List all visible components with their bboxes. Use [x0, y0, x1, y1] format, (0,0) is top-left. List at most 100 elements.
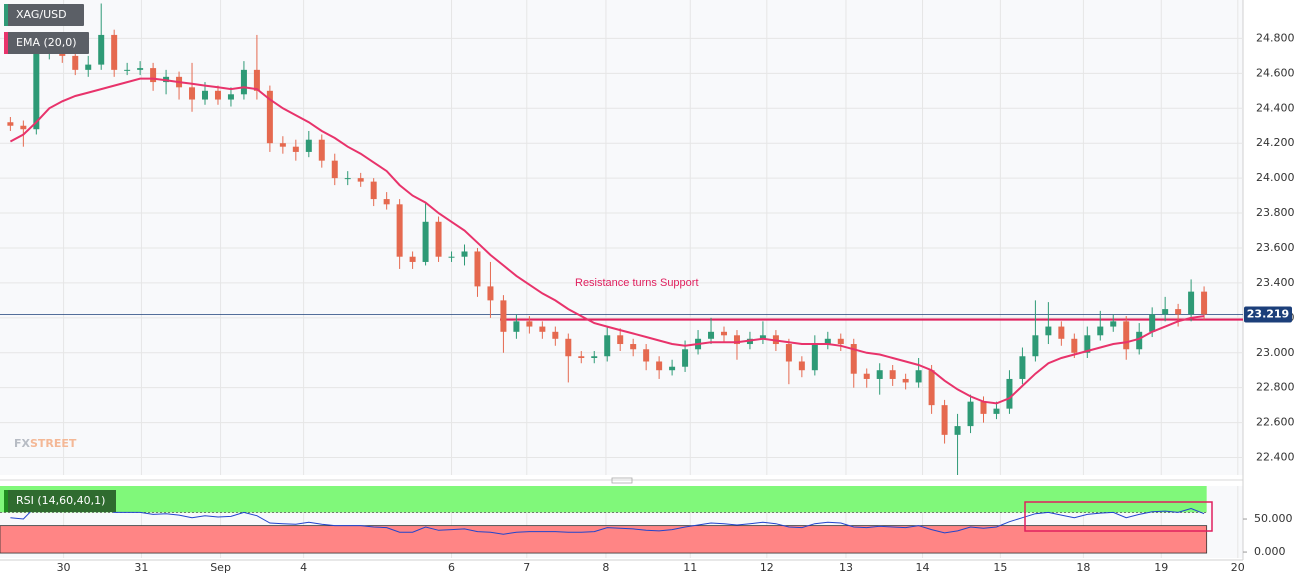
y-tick-label: 22.400 — [1256, 451, 1295, 464]
pane-handle — [611, 477, 633, 484]
candle-body — [1162, 309, 1169, 315]
x-tick-label: 6 — [448, 561, 455, 574]
candle-body — [435, 221, 442, 257]
candle-body — [1149, 314, 1156, 332]
candle-body — [474, 251, 481, 287]
candle-body — [72, 55, 79, 70]
candle-body — [863, 373, 870, 379]
x-tick-label: 14 — [916, 561, 930, 574]
candle-body — [396, 204, 403, 257]
candle-body — [591, 356, 598, 358]
candle-body — [889, 370, 896, 379]
candle-body — [811, 344, 818, 371]
candle-body — [344, 178, 351, 180]
candle-body — [759, 335, 766, 339]
legend-box — [4, 32, 89, 54]
x-tick-label: 4 — [300, 561, 307, 574]
candle-body — [1097, 326, 1104, 336]
candle-body — [448, 256, 455, 258]
candle-body — [1175, 309, 1182, 315]
candle-body — [202, 90, 209, 100]
candle-body — [733, 335, 740, 345]
x-tick-label: 8 — [602, 561, 609, 574]
x-tick-label: 13 — [839, 561, 853, 574]
price-tag — [1244, 306, 1292, 323]
candle-body — [422, 221, 429, 262]
candle-body — [487, 286, 494, 301]
x-tick-label: 11 — [683, 561, 697, 574]
candle-body — [798, 361, 805, 371]
candle-body — [993, 408, 1000, 414]
candle-body — [980, 401, 987, 414]
candle-body — [1084, 335, 1091, 353]
candle-body — [656, 361, 663, 371]
candle-body — [630, 344, 637, 350]
candle-body — [539, 326, 546, 332]
candle-body — [604, 335, 611, 357]
candle-body — [279, 143, 286, 147]
y-tick-label: 24.200 — [1256, 136, 1295, 149]
candle-body — [357, 178, 364, 182]
candle-body — [565, 338, 572, 357]
candle-body — [292, 146, 299, 152]
y-tick-label: 24.600 — [1256, 66, 1295, 79]
legend-swatch — [4, 490, 8, 512]
candle-body — [85, 64, 92, 70]
candle-body — [876, 370, 883, 379]
candle-body — [513, 321, 520, 332]
candle-body — [1071, 338, 1078, 353]
candle-body — [111, 34, 118, 70]
upper-zone — [0, 486, 1207, 513]
candle-body — [578, 356, 585, 358]
x-tick-label: 12 — [760, 561, 774, 574]
candle-body — [409, 256, 416, 262]
candle-body — [1006, 378, 1013, 409]
candle-body — [708, 331, 715, 339]
x-tick-label: 19 — [1154, 561, 1168, 574]
y-tick-label: 50.000 — [1254, 512, 1293, 525]
candle-body — [98, 34, 105, 65]
candle-body — [902, 378, 909, 383]
x-tick-label: 20 — [1231, 561, 1245, 574]
candle-body — [1045, 326, 1052, 336]
candle-body — [643, 349, 650, 362]
ema-line — [9, 77, 1205, 405]
legend-swatch — [4, 32, 8, 54]
x-tick-label: 18 — [1076, 561, 1090, 574]
candle-body — [1188, 291, 1195, 315]
y-tick-label: 23.000 — [1256, 346, 1295, 359]
x-tick-label: 7 — [523, 561, 530, 574]
candle-body — [850, 344, 857, 374]
candle-body — [1201, 291, 1208, 315]
candle-body — [928, 370, 935, 406]
y-tick-label: 0.000 — [1254, 545, 1286, 558]
candle-body — [954, 426, 961, 435]
x-tick-label: Sep — [210, 561, 231, 574]
candle-body — [461, 251, 468, 257]
y-tick-label: 24.400 — [1256, 101, 1295, 114]
y-tick-label: 22.600 — [1256, 416, 1295, 429]
candle-body — [370, 181, 377, 200]
candle-body — [824, 338, 831, 345]
rsi-line — [10, 505, 1205, 535]
candle-body — [1032, 335, 1039, 357]
candle-body — [305, 139, 312, 152]
y-tick-label: 23.600 — [1256, 241, 1295, 254]
y-tick-label: 23.400 — [1256, 276, 1295, 289]
candle-body — [1058, 326, 1065, 339]
y-tick-label: 22.800 — [1256, 381, 1295, 394]
legend-box — [4, 4, 84, 26]
candle-body — [500, 300, 507, 332]
candle-body — [617, 335, 624, 345]
candle-body — [7, 122, 14, 126]
watermark-part: FX — [14, 437, 31, 450]
candle-body — [915, 370, 922, 383]
candle-body — [967, 401, 974, 427]
legend-label: RSI (14,60,40,1) — [16, 494, 105, 507]
highlight-box — [1024, 501, 1213, 532]
candle-body — [1110, 321, 1117, 327]
candle-body — [552, 331, 559, 339]
candle-body — [837, 338, 844, 345]
candle-body — [253, 69, 260, 91]
